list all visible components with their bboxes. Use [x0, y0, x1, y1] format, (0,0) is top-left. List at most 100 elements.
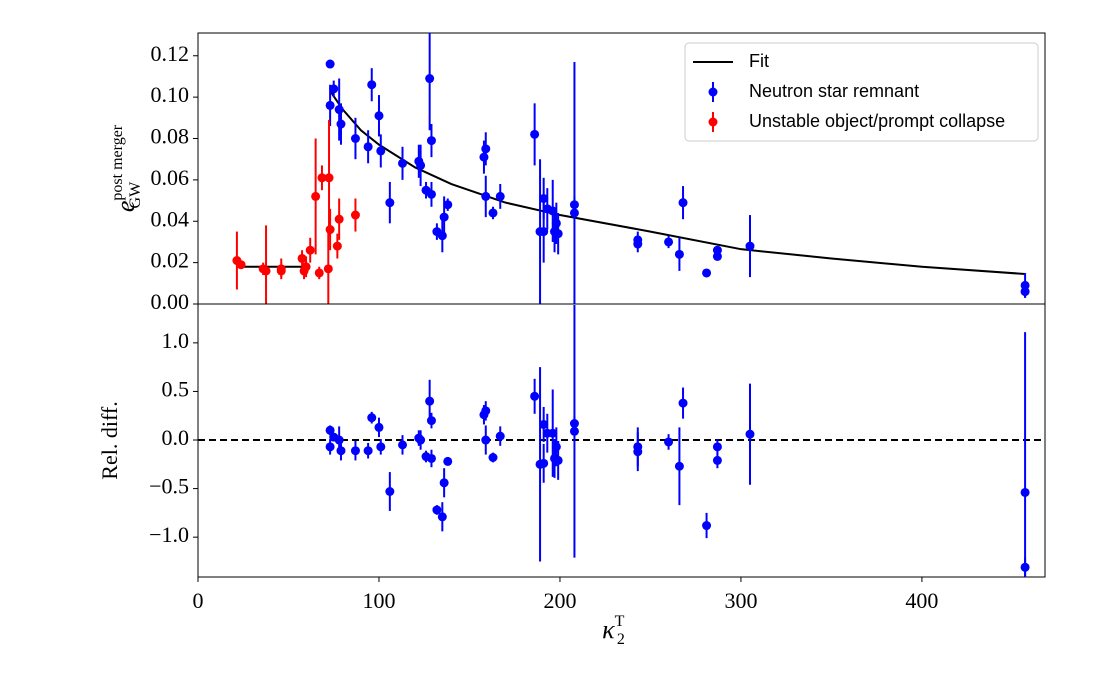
data-point: [317, 173, 327, 183]
data-point: [367, 413, 377, 423]
data-point: [548, 428, 558, 438]
x-tick-label: 0: [193, 588, 204, 613]
data-point: [416, 435, 426, 445]
data-point: [443, 456, 453, 466]
data-point: [712, 245, 722, 255]
data-point: [426, 189, 436, 199]
data-point: [481, 191, 491, 201]
data-point: [363, 446, 373, 456]
y-tick-label: 0.10: [151, 82, 190, 107]
axis-label: epost mergerGW: [109, 124, 144, 212]
data-point: [376, 146, 386, 156]
data-point: [301, 262, 311, 272]
data-point: [398, 158, 408, 168]
data-point: [385, 487, 395, 497]
data-point: [633, 239, 643, 249]
data-point: [276, 264, 286, 274]
data-point: [332, 241, 342, 251]
legend-swatch: [708, 117, 718, 127]
data-point: [398, 440, 408, 450]
data-point: [385, 198, 395, 208]
data-point: [305, 245, 315, 255]
data-point: [425, 74, 435, 84]
data-point: [439, 212, 449, 222]
y-tick-label: 0.5: [162, 376, 190, 401]
data-point: [367, 80, 377, 90]
data-point: [479, 410, 489, 420]
data-point: [323, 264, 333, 274]
legend-swatch: [708, 87, 718, 97]
data-point: [334, 214, 344, 224]
data-point: [325, 225, 335, 235]
data-point: [678, 398, 688, 408]
y-tick-label: 0.02: [151, 248, 190, 273]
x-tick-label: 400: [905, 588, 938, 613]
axis-label: κT 2: [602, 613, 625, 648]
label-subscript: GW: [127, 181, 144, 209]
data-point: [236, 260, 246, 270]
legend-label: Neutron star remnant: [749, 81, 919, 101]
data-point: [539, 193, 549, 203]
legend-box: [684, 42, 1039, 142]
data-point: [374, 422, 384, 432]
data-point: [530, 129, 540, 139]
data-point: [1020, 287, 1030, 297]
data-point: [336, 446, 346, 456]
x-tick-label: 300: [724, 588, 757, 613]
data-point: [311, 191, 321, 201]
data-point: [437, 512, 447, 522]
data-point: [350, 446, 360, 456]
data-point: [325, 425, 335, 435]
data-point: [1020, 562, 1030, 572]
data-point: [674, 249, 684, 259]
data-point: [539, 419, 549, 429]
data-point: [416, 160, 426, 170]
y-tick-label: 0.04: [151, 206, 190, 231]
data-point: [633, 447, 643, 457]
legend-label: Fit: [749, 51, 769, 71]
data-point: [712, 251, 722, 261]
legend-label: Unstable object/prompt collapse: [749, 111, 1005, 131]
data-point: [481, 144, 491, 154]
data-point: [553, 455, 563, 465]
data-point: [426, 453, 436, 463]
data-point: [712, 442, 722, 452]
data-point: [439, 478, 449, 488]
data-point: [443, 200, 453, 210]
label-main: κ: [602, 615, 615, 644]
data-point: [488, 208, 498, 218]
data-point: [334, 435, 344, 445]
data-point: [479, 152, 489, 162]
data-point: [336, 119, 346, 129]
data-point: [495, 191, 505, 201]
data-point: [569, 426, 579, 436]
data-point: [745, 429, 755, 439]
x-tick-label: 100: [362, 588, 395, 613]
data-point: [481, 435, 491, 445]
y-tick-label: 0.06: [151, 165, 190, 190]
plot-area: [198, 304, 1045, 577]
data-point: [495, 431, 505, 441]
data-point: [702, 268, 712, 278]
data-point: [553, 229, 563, 239]
data-point: [350, 210, 360, 220]
fit-line: [236, 90, 1026, 276]
data-point: [329, 84, 339, 94]
data-point: [539, 458, 549, 468]
data-point: [324, 173, 334, 183]
data-point: [437, 231, 447, 241]
label-subscript: 2: [617, 631, 625, 648]
data-point: [376, 442, 386, 452]
y-tick-label: −0.5: [149, 474, 189, 499]
data-point: [350, 134, 360, 144]
label-main: e: [111, 201, 140, 213]
data-point: [674, 461, 684, 471]
data-point: [426, 416, 436, 426]
y-tick-label: 0.00: [151, 289, 190, 314]
axis-label: Rel. diff.: [97, 401, 122, 479]
data-point: [678, 198, 688, 208]
data-point: [569, 208, 579, 218]
data-point: [425, 396, 435, 406]
data-point: [432, 505, 442, 515]
